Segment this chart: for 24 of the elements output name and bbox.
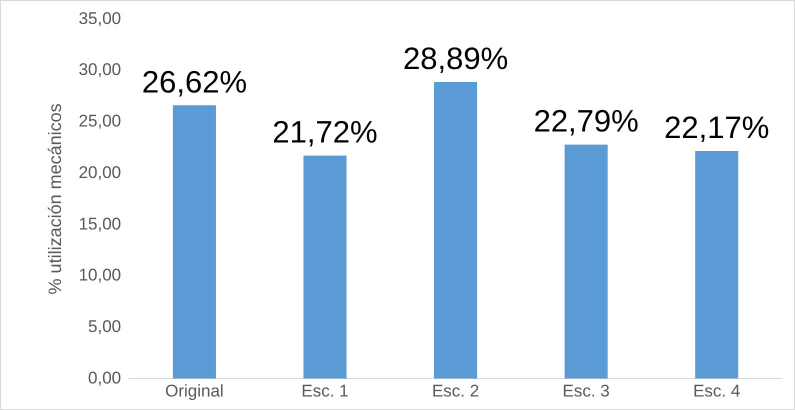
y-tick-label: 25,00 [78,112,122,131]
data-label: 22,79% [534,104,639,139]
y-tick-label: 10,00 [78,266,122,285]
x-tick-label: Esc. 3 [562,381,610,400]
x-tick-label: Esc. 4 [693,381,740,400]
data-label: 22,17% [664,110,770,145]
bar [172,105,216,379]
data-label: 28,89% [403,40,508,76]
bar [564,144,608,379]
y-axis-title: % utilización mecánicos [44,103,65,294]
data-label: 21,72% [272,114,378,150]
y-tick-label: 0,00 [88,368,122,388]
y-tick-label: 15,00 [78,214,122,234]
bar [434,82,478,379]
data-label: 26,62% [142,64,247,100]
x-tick-label: Esc. 1 [301,381,349,400]
y-tick-label: 5,00 [88,316,122,336]
y-tick-label: 20,00 [78,162,122,182]
bar [695,150,738,379]
x-tick-label: Esc. 2 [432,381,480,400]
y-tick-label: 30,00 [78,60,122,80]
x-tick-label: Original [165,381,224,400]
bar [303,156,347,379]
y-tick-label: 35,00 [78,8,122,28]
